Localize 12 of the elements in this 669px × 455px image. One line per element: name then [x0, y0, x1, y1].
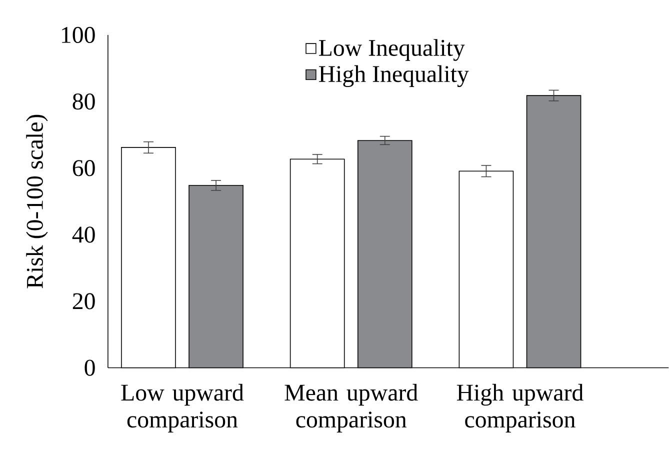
y-tick-label: 60	[72, 160, 95, 176]
y-axis-title: Risk (0-100 scale)	[26, 114, 48, 288]
y-tick-label: 80	[72, 94, 95, 110]
y-tick-label: 0	[84, 360, 95, 376]
x-tick-label: Low upward comparison	[121, 384, 244, 433]
x-tick-label: High upward comparison	[456, 384, 584, 433]
x-tick-label: Mean upward comparison	[284, 384, 418, 433]
y-tick-label: 100	[62, 27, 95, 44]
legend-label: Low Inequality	[318, 39, 465, 62]
y-tick-label: 40	[72, 226, 95, 243]
legend-label: High Inequality	[318, 65, 469, 88]
y-tick-label: 20	[72, 293, 95, 310]
